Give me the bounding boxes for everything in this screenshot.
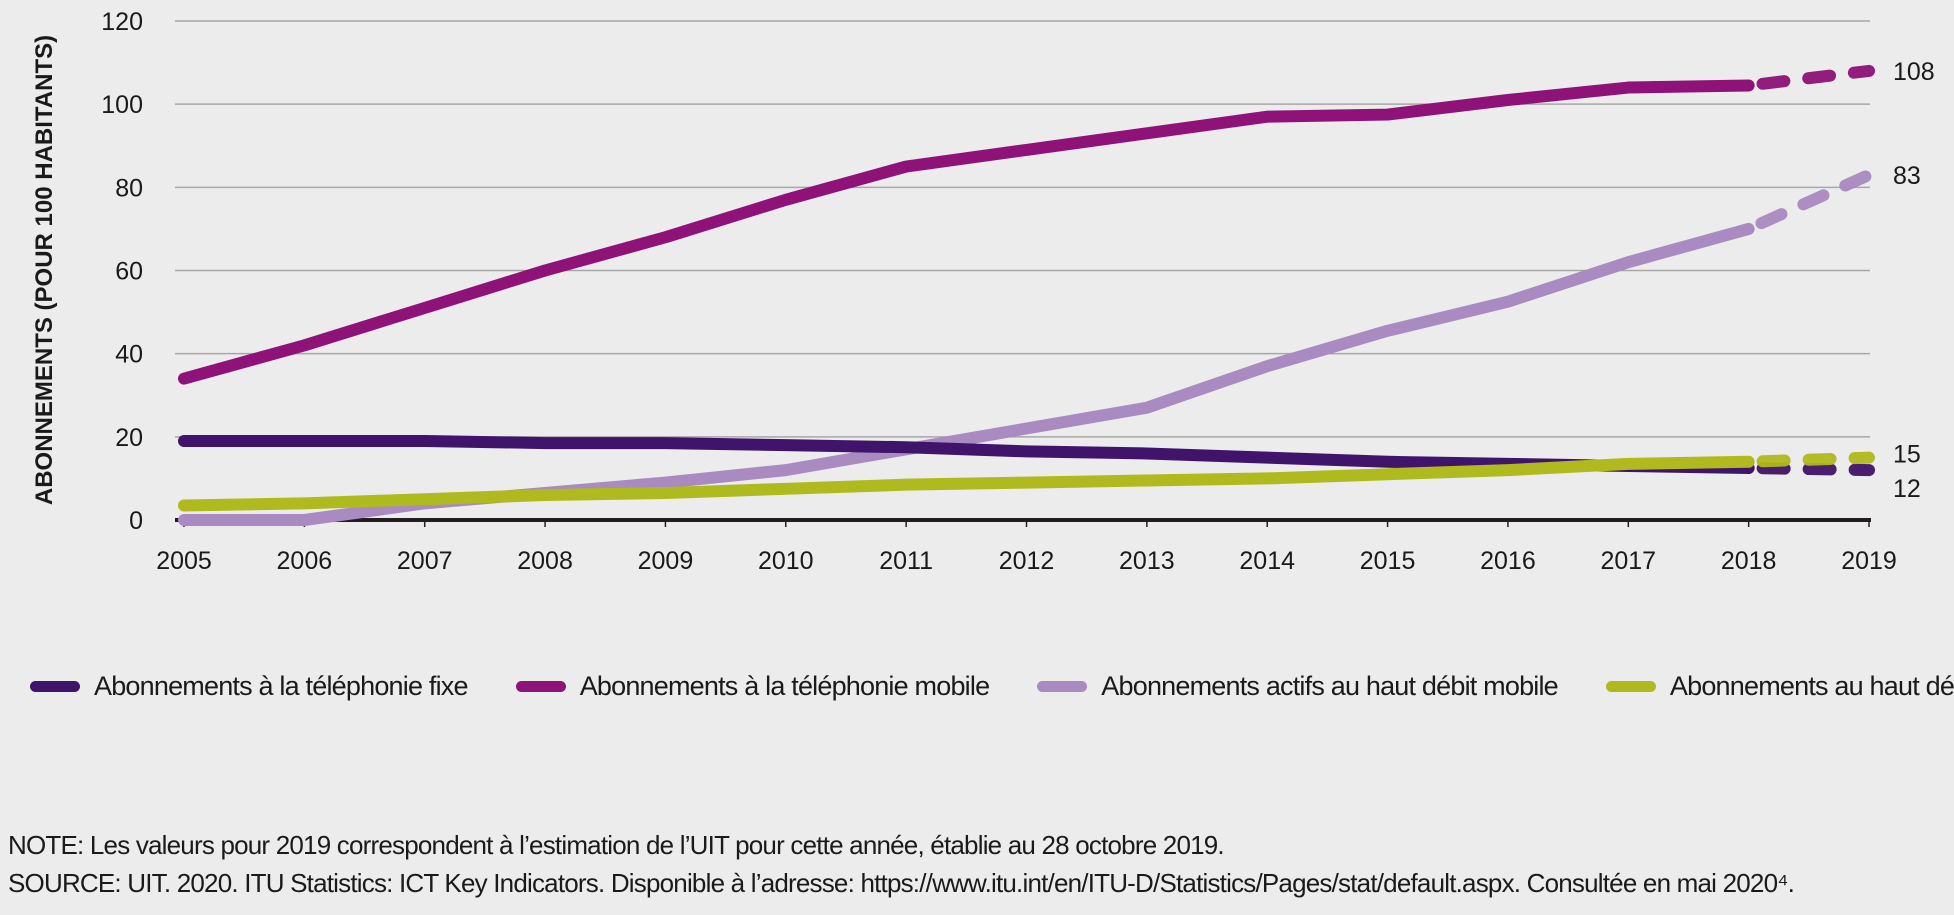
series-line: [178, 455, 1755, 512]
legend: Abonnements à la téléphonie fixe Abonnem…: [30, 666, 1954, 706]
x-tick-label: 2010: [758, 547, 814, 575]
legend-label: Abonnements actifs au haut débit mobile: [1101, 670, 1558, 701]
y-tick-label: 80: [115, 174, 143, 202]
x-tick-label: 2006: [277, 547, 333, 575]
series-estimate-dashed: [1742, 168, 1875, 235]
series-line: [178, 434, 1755, 475]
legend-label: Abonnements à la téléphonie mobile: [579, 670, 990, 701]
source-text: SOURCE: UIT. 2020. ITU Statistics: ICT K…: [8, 868, 1795, 898]
y-axis-label: ABONNEMENTS (POUR 100 HABITANTS): [31, 35, 58, 505]
x-tick-label: 2008: [517, 547, 573, 575]
y-tick-label: 60: [115, 258, 143, 286]
gridlines: [175, 20, 1870, 438]
x-tick-label: 2012: [999, 547, 1055, 575]
x-tick-label: 2018: [1721, 547, 1777, 575]
x-tick-label: 2007: [397, 547, 453, 575]
end-value-label: 83: [1893, 162, 1921, 190]
legend-swatch: [1037, 680, 1088, 692]
end-value-label: 108: [1893, 58, 1935, 86]
legend-item-mobile-telephony: Abonnements à la téléphonie mobile: [515, 670, 990, 702]
series-estimate-dashed: [1742, 64, 1875, 92]
y-tick-label: 100: [101, 91, 143, 119]
y-tick-label: 40: [115, 341, 143, 369]
end-value-label: 15: [1893, 441, 1921, 469]
x-tick-label: 2011: [879, 547, 933, 575]
series-estimate-dashed: [1742, 462, 1875, 477]
x-tick-label: 2016: [1480, 547, 1536, 575]
series-line: [178, 222, 1755, 526]
end-value-label: 12: [1893, 475, 1921, 503]
legend-swatch: [30, 680, 80, 692]
end-labels: 83 12 15 108: [1893, 58, 1935, 503]
line-chart: 0 20 40 60 80 100 120 2005 2006 2007 2008 2009 2010…: [31, 8, 1935, 575]
legend-swatch: [515, 680, 566, 692]
x-tick-label: 2017: [1600, 547, 1656, 575]
legend-item-mobile-broadband: Abonnements actifs au haut débit mobile: [1037, 670, 1559, 702]
x-tick-label: 2014: [1239, 547, 1295, 575]
legend-item-fixed-telephony: Abonnements à la téléphonie fixe: [30, 671, 468, 702]
series-estimate-dashed: [1742, 451, 1875, 468]
series-line: [178, 79, 1755, 385]
x-tick-label: 2013: [1119, 547, 1175, 575]
x-tick-label: 2019: [1841, 547, 1897, 575]
y-tick-label: 20: [115, 424, 143, 452]
legend-label: Abonnements à la téléphonie fixe: [94, 670, 468, 701]
x-tick-label: 2005: [156, 547, 212, 575]
y-tick-labels: 0 20 40 60 80 100 120: [101, 8, 143, 535]
x-tick-label: 2015: [1360, 547, 1416, 575]
x-tick-label: 2009: [638, 547, 694, 575]
y-tick-label: 120: [101, 8, 143, 36]
notes: NOTE: Les valeurs pour 2019 corresponden…: [8, 826, 1795, 902]
x-axis: 2005 2006 2007 2008 2009 2010 2011 2012 2013 2014…: [156, 518, 1897, 575]
legend-label: Abonnements au haut débit fixe: [1669, 670, 1954, 701]
note-text: NOTE: Les valeurs pour 2019 corresponden…: [8, 830, 1225, 860]
series-lines: [178, 64, 1875, 526]
y-tick-label: 0: [129, 507, 143, 535]
legend-item-fixed-broadband: Abonnements au haut débit fixe: [1605, 670, 1954, 702]
legend-swatch: [1605, 680, 1656, 692]
